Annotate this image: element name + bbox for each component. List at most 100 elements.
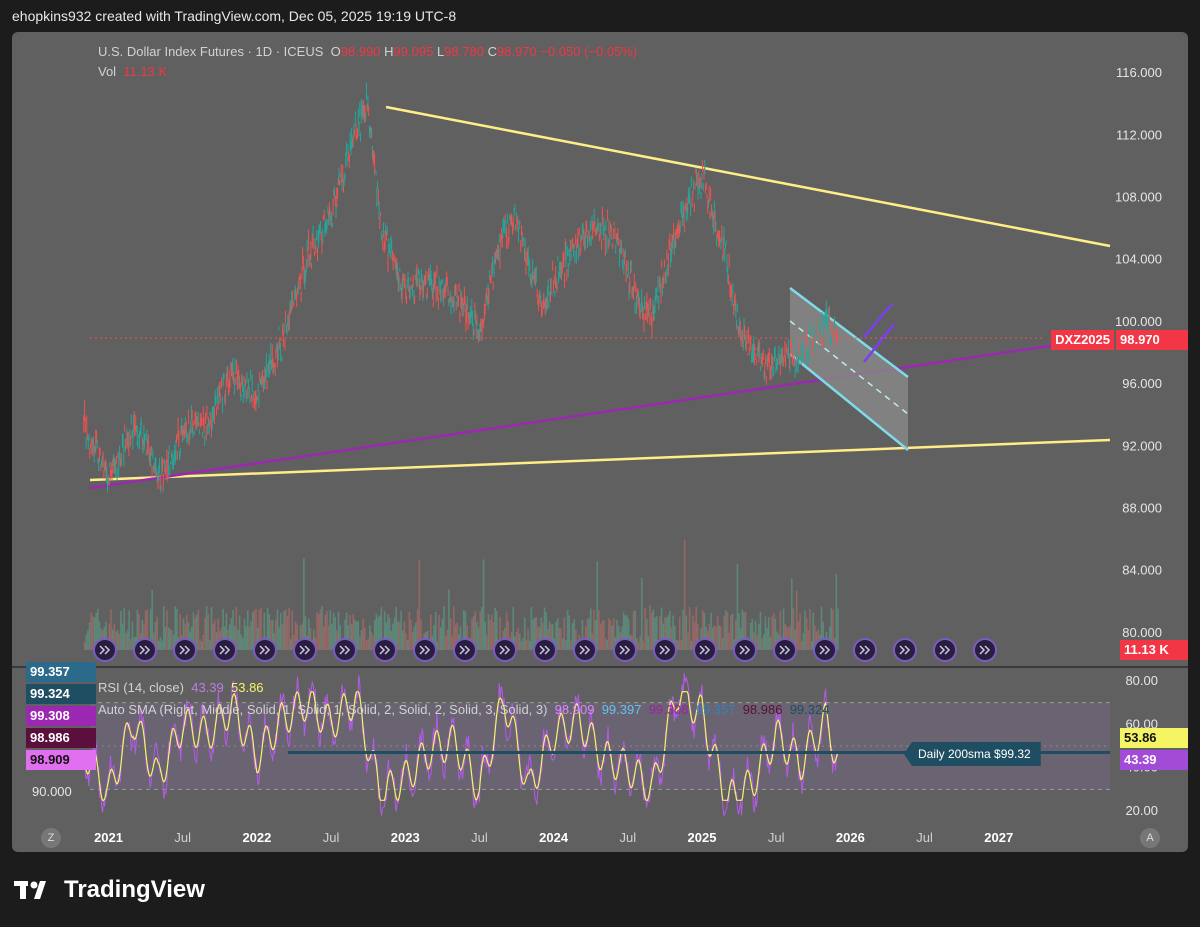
- volume-bar: [357, 621, 360, 650]
- volume-bar: [522, 638, 524, 650]
- volume-bar: [515, 631, 518, 650]
- volume-bar: [692, 615, 694, 650]
- volume-bar: [805, 618, 808, 650]
- volume-bar: [433, 624, 435, 650]
- volume-bar: [632, 611, 635, 650]
- volume-bar: [659, 616, 661, 650]
- volume-bar: [672, 615, 674, 650]
- volume-bar: [459, 626, 462, 650]
- volume-bar: [548, 621, 551, 650]
- volume-bar: [776, 631, 778, 650]
- volume-bar: [370, 632, 373, 650]
- volume-bar: [804, 610, 806, 650]
- volume-bar: [556, 617, 559, 650]
- flag-upper: [863, 303, 893, 338]
- price-chart[interactable]: 116.000 112.000 108.000 104.000 100.000 96.00…: [12, 32, 1188, 852]
- chart-panel[interactable]: 116.000 112.000 108.000 104.000 100.000 96.00…: [12, 32, 1188, 852]
- volume-bar: [288, 607, 290, 650]
- volume-bar: [637, 641, 640, 650]
- sma-annotation[interactable]: Daily 200sma $99.32: [904, 742, 1041, 766]
- upper-trendline: [385, 105, 1111, 248]
- volume-bar: [662, 623, 665, 650]
- volume-bar: [345, 612, 348, 650]
- volume-bar: [444, 636, 447, 650]
- volume-bar: [93, 617, 96, 650]
- event-arrow-icon: [459, 645, 471, 655]
- event-arrow-icon: [219, 645, 231, 655]
- volume-bar: [797, 621, 800, 650]
- volume-bar: [616, 619, 618, 650]
- volume-bar: [111, 629, 114, 650]
- volume-bar: [794, 629, 796, 650]
- volume-bar: [146, 609, 149, 650]
- volume-bar: [792, 608, 795, 650]
- close-value: 98.970: [496, 44, 537, 59]
- sma-value-6: 99.324: [789, 702, 830, 717]
- volume-bar: [545, 612, 547, 650]
- price-tick-label: 84.000: [1122, 563, 1162, 578]
- rsi-tag: 43.39: [1120, 750, 1188, 770]
- volume-bar: [222, 608, 224, 650]
- volume-bar: [312, 629, 315, 650]
- volume-bar: [352, 614, 355, 650]
- sma-legend: Auto SMA (Right, Middle, Solid, 1, Solid…: [98, 702, 829, 717]
- volume-bar: [400, 610, 402, 650]
- rsi-ma-tag: 53.86: [1120, 728, 1188, 748]
- volume-bar: [116, 630, 119, 650]
- volume-bar: [373, 620, 376, 650]
- volume-bar: [347, 625, 350, 650]
- event-arrow-icon: [779, 645, 791, 655]
- volume-bar: [225, 613, 228, 650]
- volume-bar: [530, 607, 533, 650]
- symbol-tag: DXZ2025: [1051, 330, 1114, 350]
- volume-bar: [550, 624, 552, 650]
- volume-bar: [275, 619, 277, 650]
- volume-bar: [767, 617, 770, 650]
- volume-bar: [713, 625, 716, 650]
- volume-bar: [588, 618, 590, 650]
- volume-bar: [413, 626, 416, 650]
- event-arrow-icon: [539, 645, 551, 655]
- volume-bar: [344, 619, 346, 650]
- volume-bar: [271, 619, 274, 650]
- volume-bar: [303, 558, 305, 650]
- channel-lower: [789, 353, 909, 451]
- volume-bar: [599, 623, 602, 650]
- event-arrow-icon: [299, 645, 311, 655]
- volume-bar: [570, 639, 572, 650]
- volume-bar: [125, 632, 127, 650]
- volume-bar: [392, 623, 394, 650]
- volume-bar: [487, 614, 490, 650]
- volume-bar: [589, 608, 592, 650]
- price-tick-label: 100.000: [1115, 314, 1162, 329]
- volume-bar: [365, 640, 368, 650]
- volume-bar: [685, 615, 688, 650]
- grid: [12, 666, 1188, 668]
- channel-fill: [790, 288, 908, 450]
- volume-bar: [393, 617, 396, 650]
- volume-bar: [716, 616, 719, 650]
- volume-bar: [110, 609, 112, 650]
- rsi-value: 43.39: [191, 680, 224, 695]
- volume-bar: [761, 638, 763, 650]
- volume-bar: [247, 610, 249, 650]
- auto-scale-button[interactable]: A: [1140, 828, 1160, 848]
- event-arrow-icon: [699, 645, 711, 655]
- volume-bar: [677, 640, 679, 650]
- volume-bar: [464, 611, 467, 650]
- volume-bar: [621, 626, 623, 650]
- volume-bar: [558, 628, 561, 650]
- zoom-button-z[interactable]: Z: [41, 828, 61, 848]
- volume-bar: [593, 609, 595, 650]
- volume-bar: [161, 640, 163, 650]
- volume-bar: [523, 617, 526, 650]
- volume-bar: [255, 608, 257, 650]
- volume-bar: [159, 637, 162, 650]
- volume-bar: [678, 616, 681, 650]
- volume-bar: [710, 612, 712, 650]
- volume-bar: [764, 616, 767, 650]
- volume-bar: [209, 639, 211, 650]
- volume-bar: [388, 617, 391, 650]
- volume-bar: [405, 633, 407, 650]
- volume-bar: [192, 612, 195, 650]
